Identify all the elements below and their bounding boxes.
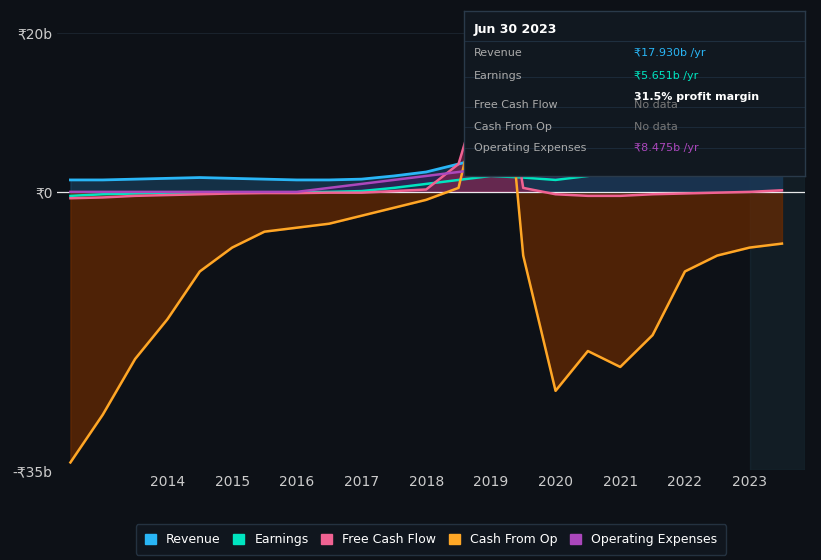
Bar [750,17,805,470]
Text: ₹8.475b /yr: ₹8.475b /yr [635,143,699,153]
Text: No data: No data [635,100,678,110]
Text: Operating Expenses: Operating Expenses [474,143,586,153]
Text: 31.5% profit margin: 31.5% profit margin [635,92,759,102]
Text: No data: No data [635,122,678,132]
Text: Free Cash Flow: Free Cash Flow [474,100,557,110]
Text: ₹5.651b /yr: ₹5.651b /yr [635,71,699,81]
Legend: Revenue, Earnings, Free Cash Flow, Cash From Op, Operating Expenses: Revenue, Earnings, Free Cash Flow, Cash … [136,524,726,555]
Text: Jun 30 2023: Jun 30 2023 [474,23,557,36]
Text: Earnings: Earnings [474,71,523,81]
Text: Revenue: Revenue [474,48,523,58]
Text: Cash From Op: Cash From Op [474,122,552,132]
Text: ₹17.930b /yr: ₹17.930b /yr [635,48,706,58]
